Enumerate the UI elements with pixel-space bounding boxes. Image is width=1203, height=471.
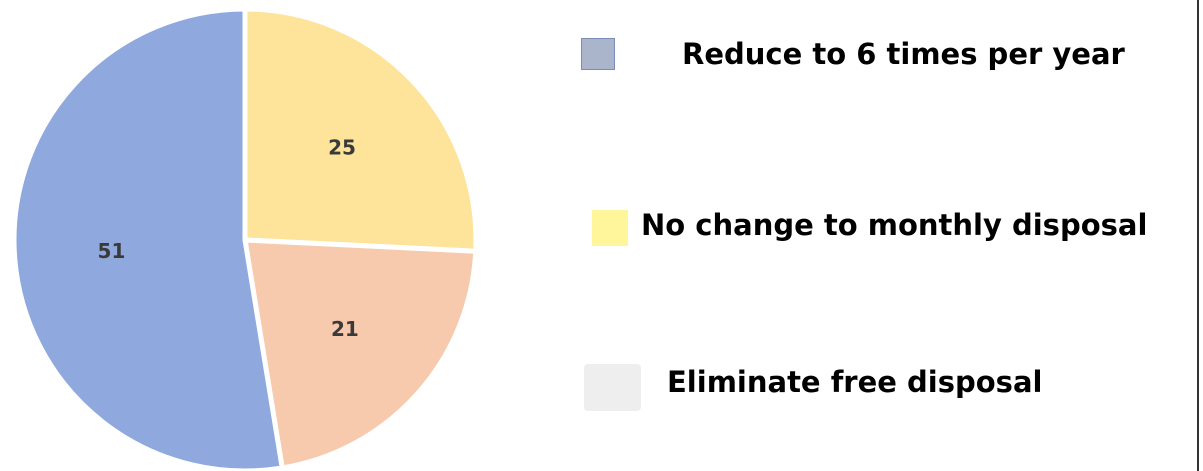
- pie-chart: 25 21 51: [11, 6, 479, 471]
- frame-border: [1197, 0, 1199, 471]
- legend-swatch-eliminate: [584, 364, 641, 411]
- slice-value-label-2: 51: [98, 239, 126, 263]
- pie-slice-2: [11, 6, 285, 471]
- legend-label-eliminate: Eliminate free disposal: [667, 365, 1043, 399]
- pie-slice-0: [242, 6, 479, 254]
- legend-label-no-change: No change to monthly disposal: [641, 208, 1148, 242]
- legend-label-reduce: Reduce to 6 times per year: [682, 37, 1125, 71]
- slice-value-label-1: 21: [331, 317, 359, 341]
- slice-value-label-0: 25: [328, 136, 356, 160]
- legend-swatch-no-change: [592, 210, 628, 246]
- pie-slice-1: [242, 237, 479, 471]
- legend-swatch-reduce: [581, 38, 615, 70]
